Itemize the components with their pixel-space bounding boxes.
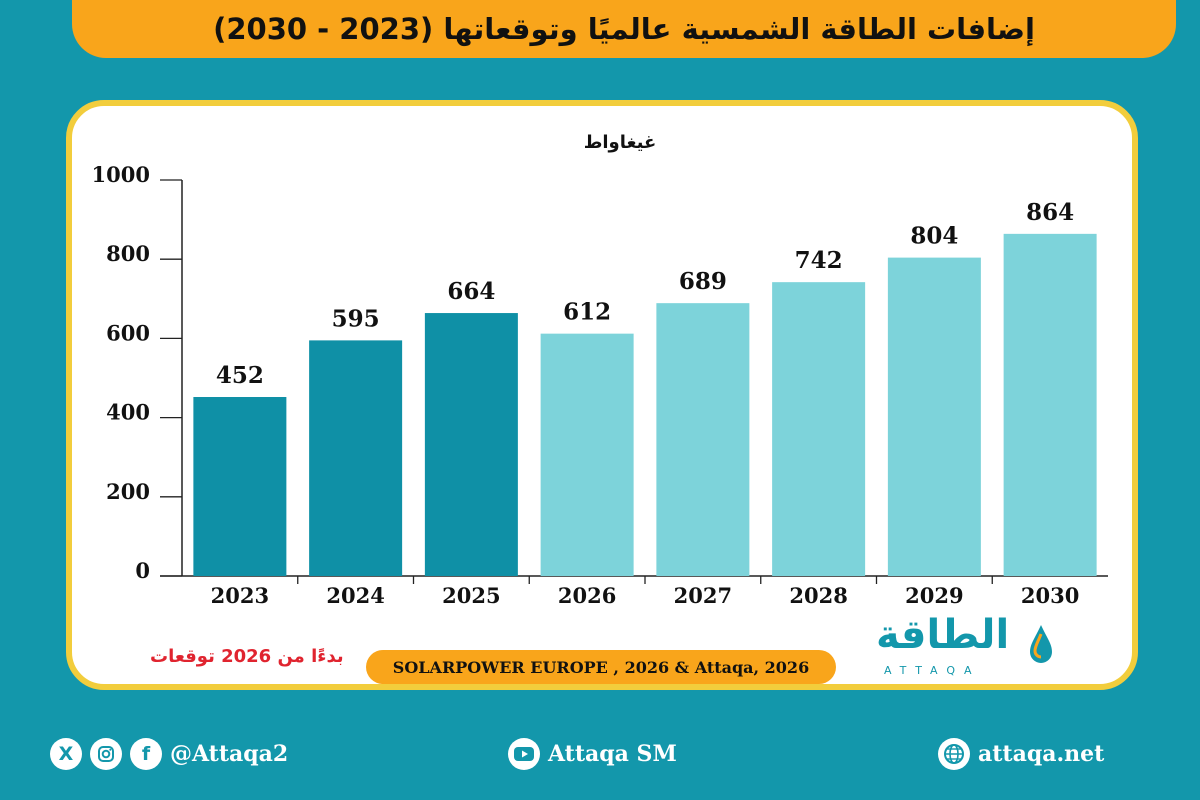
y-tick-label: 1000 [92,162,150,187]
bar [887,257,981,576]
chart-title: إضافات الطاقة الشمسية عالميًا وتوقعاتها … [213,12,1035,46]
y-tick-label: 0 [135,558,150,583]
bar-value-label: 452 [216,362,264,389]
drop-icon [1030,625,1052,663]
bar-value-label: 864 [1026,199,1074,226]
bar [772,282,866,576]
attaqa-logo: الطاقة ATTAQA [876,612,1060,680]
social-handle[interactable]: @Attaqa2 [170,741,289,767]
x-tick-label: 2027 [674,583,732,608]
youtube-link: Attaqa SM [508,734,677,774]
y-tick-label: 600 [106,320,150,345]
instagram-icon[interactable] [90,738,122,770]
social-links: X f @Attaqa2 [50,734,288,774]
bar [540,333,634,576]
y-tick-label: 200 [106,479,150,504]
x-icon[interactable]: X [50,738,82,770]
x-tick-label: 2028 [789,583,847,608]
bar [656,303,750,576]
bar [193,397,287,576]
website-url[interactable]: attaqa.net [978,741,1105,767]
x-tick-label: 2024 [326,583,384,608]
bar-value-label: 804 [910,223,958,250]
bar-value-label: 595 [332,305,380,332]
bar-value-label: 664 [447,278,495,305]
bar [309,340,403,576]
logo-arabic: الطاقة [876,612,1010,658]
y-tick-label: 400 [106,400,150,425]
website-link: attaqa.net [938,734,1104,774]
facebook-icon[interactable]: f [130,738,162,770]
x-tick-label: 2026 [558,583,616,608]
source-label: SOLARPOWER EUROPE , 2026 & Attaqa, 2026 [366,650,836,684]
bar [424,313,518,576]
logo-latin: ATTAQA [884,664,981,677]
bar-value-label: 689 [679,268,727,295]
bar-value-label: 612 [563,299,611,326]
x-tick-label: 2023 [211,583,269,608]
bar-value-label: 742 [795,247,843,274]
youtube-icon[interactable] [508,738,540,770]
globe-icon[interactable] [938,738,970,770]
x-tick-label: 2029 [905,583,963,608]
title-banner: إضافات الطاقة الشمسية عالميًا وتوقعاتها … [72,0,1176,58]
y-tick-label: 800 [106,241,150,266]
x-tick-label: 2025 [442,583,500,608]
y-axis-unit-label: غيغاواط [584,132,657,153]
youtube-channel[interactable]: Attaqa SM [548,741,677,767]
forecast-note: بدءًا من 2026 توقعات [150,646,344,667]
bar [1003,233,1097,576]
x-tick-label: 2030 [1021,583,1079,608]
bar-chart: غيغاواط 0 200 400 600 800 1000 452 2023 595 2024 66… [92,132,1108,608]
